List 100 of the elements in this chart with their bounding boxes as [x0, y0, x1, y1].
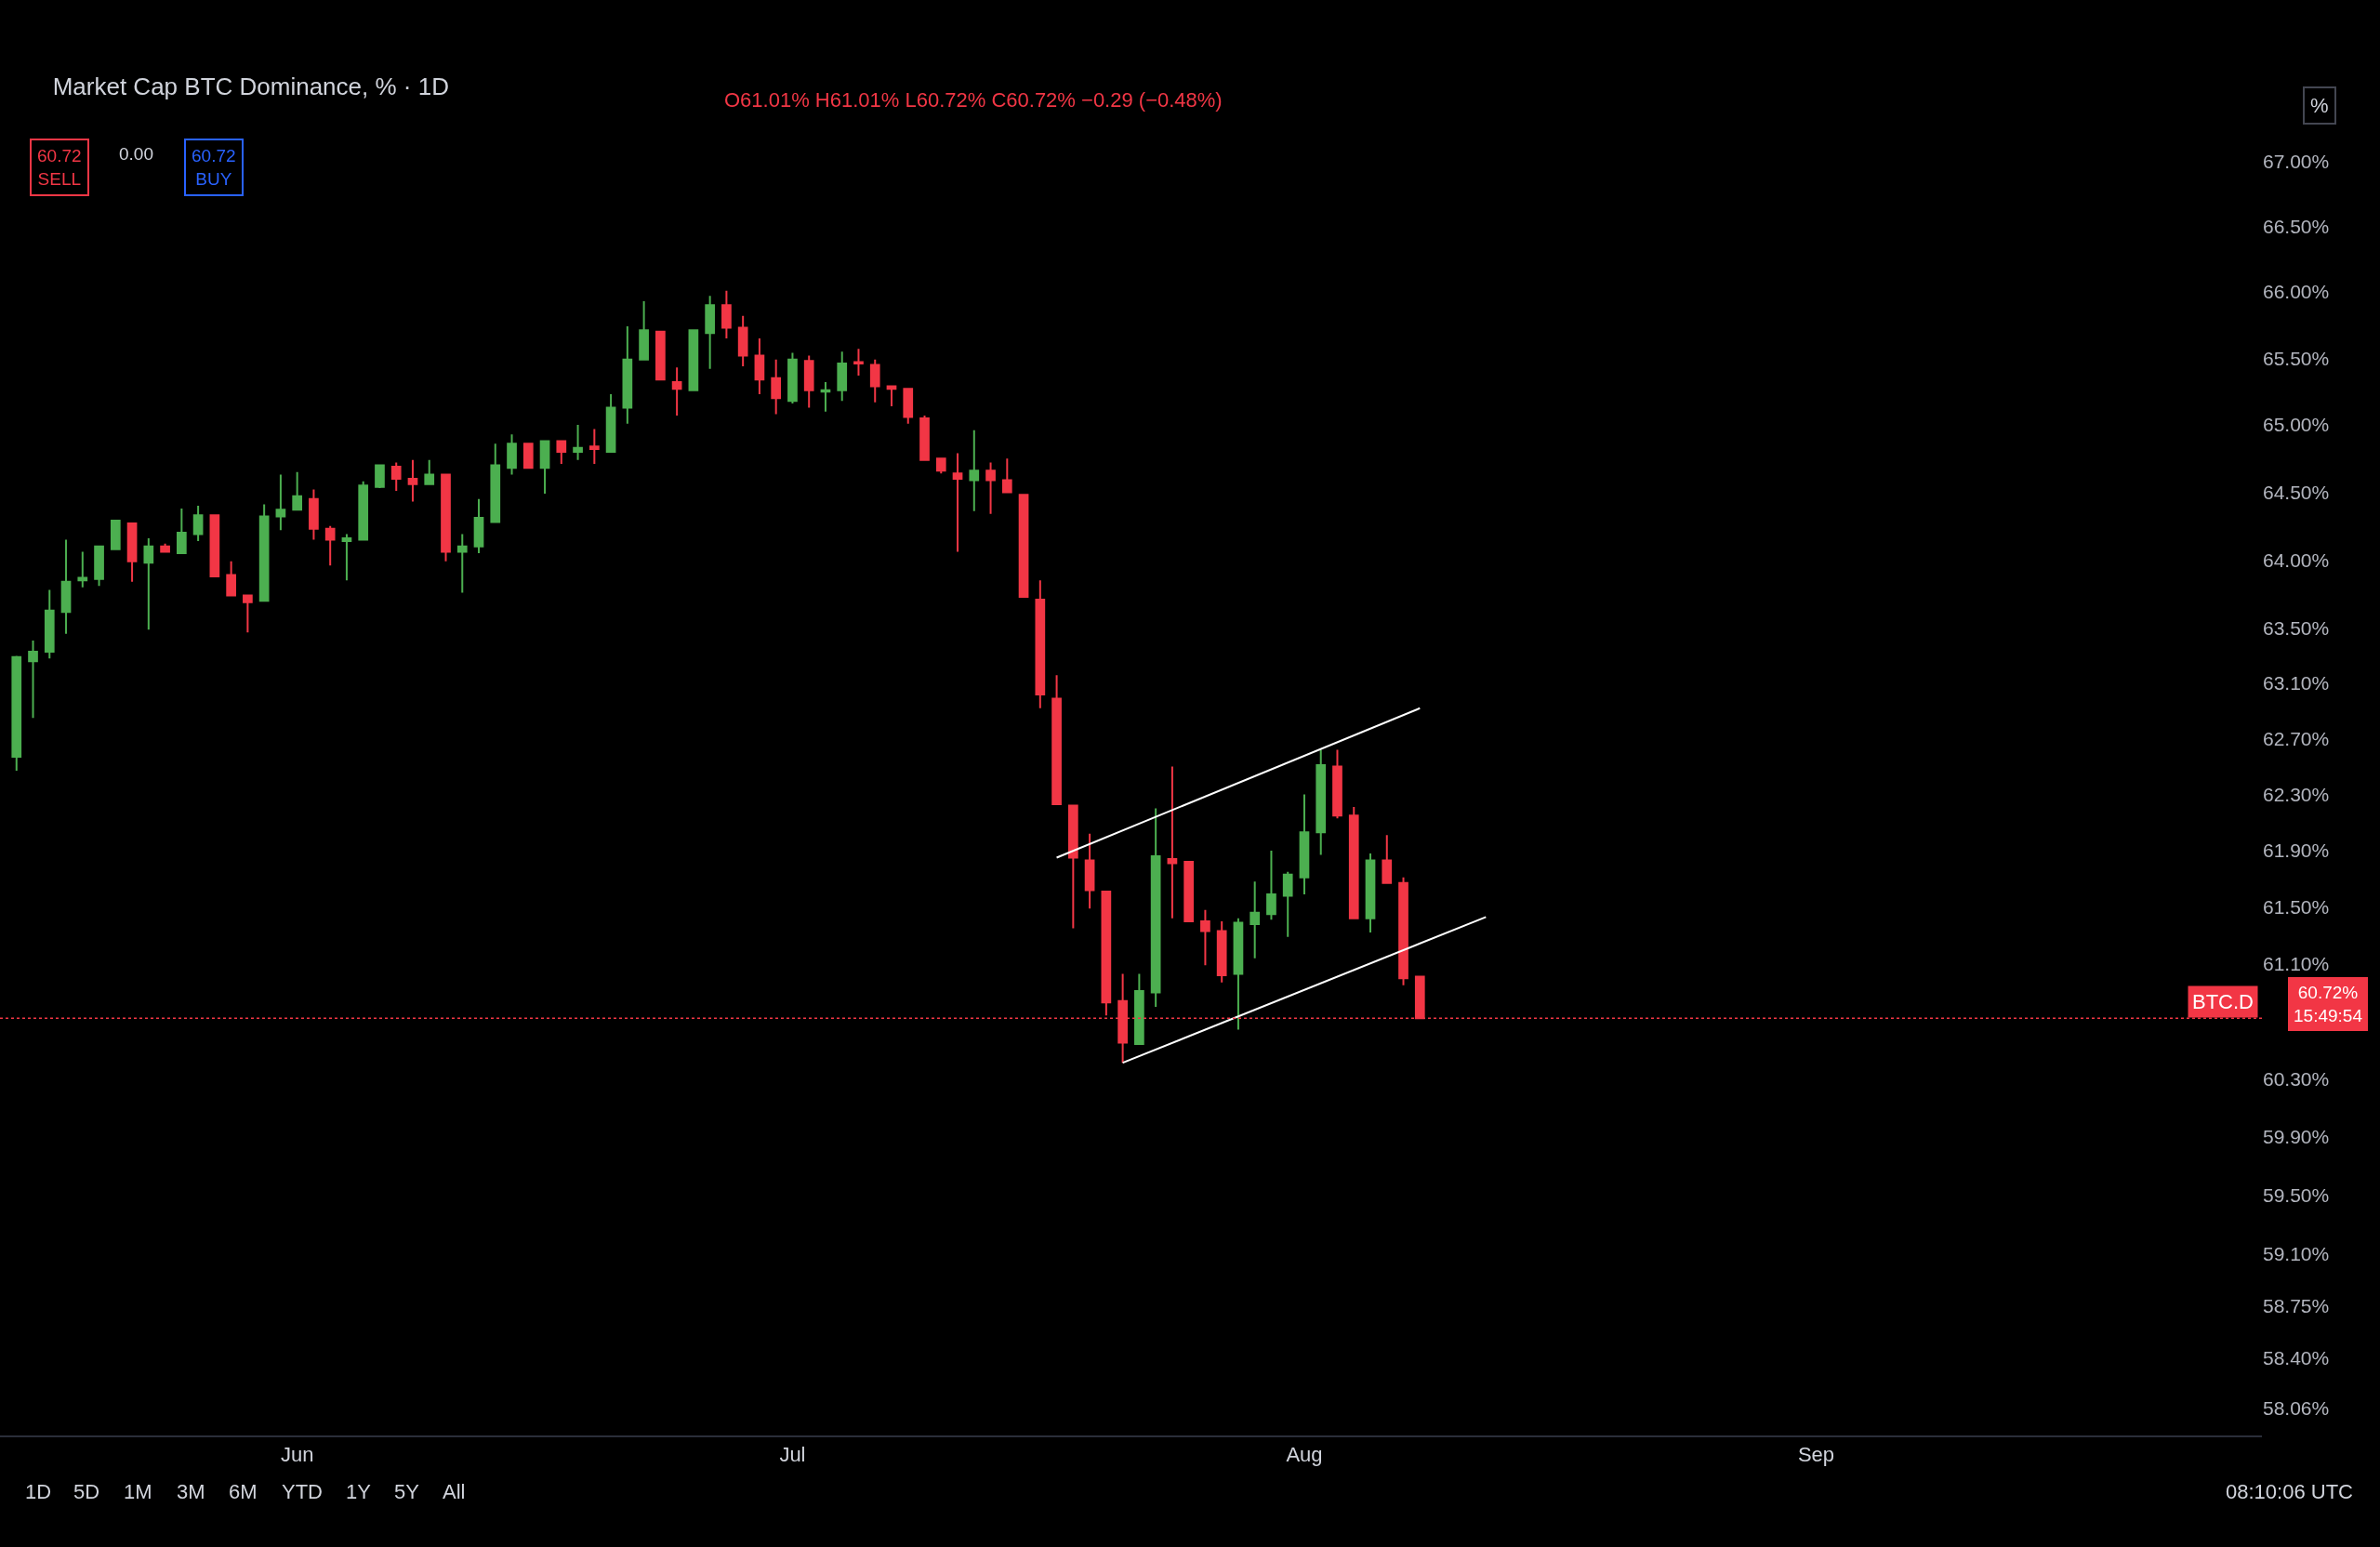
candlestick	[1316, 748, 1327, 856]
candlestick	[473, 497, 484, 555]
y-tick-label: 62.70%	[2263, 727, 2330, 749]
candlestick	[721, 289, 732, 339]
candlestick	[1084, 832, 1095, 910]
text: 60.72% 15:49:54	[2294, 983, 2363, 1025]
candlestick	[1398, 876, 1408, 986]
candlestick	[375, 464, 385, 490]
candlestick	[60, 538, 72, 635]
text: 6M	[229, 1480, 258, 1503]
candlestick	[655, 330, 666, 381]
annotation: 0.00	[119, 144, 153, 164]
candlestick	[126, 522, 138, 583]
y-tick-label: 65.00%	[2263, 414, 2330, 436]
text: 1M	[124, 1480, 152, 1503]
candlestick	[77, 550, 88, 588]
candlestick	[1018, 494, 1029, 598]
candlestick	[390, 461, 402, 492]
y-tick-label: 59.10%	[2263, 1242, 2330, 1264]
candlestick	[341, 533, 352, 582]
candlestick	[771, 358, 782, 416]
text: 5Y	[394, 1480, 420, 1503]
candlestick	[919, 415, 930, 461]
candlestick	[539, 440, 550, 495]
annotation: 60.72 BUY	[192, 146, 236, 189]
candlestick	[522, 443, 534, 469]
candlestick	[226, 560, 236, 597]
y-tick-label: 63.50%	[2263, 617, 2330, 640]
candlestick	[820, 381, 831, 413]
text: 3M	[177, 1480, 205, 1503]
x-tick-label: Sep	[1797, 1443, 1835, 1467]
candlestick	[358, 480, 369, 541]
y-tick-label: 62.30%	[2263, 783, 2330, 805]
text: YTD	[282, 1480, 323, 1503]
y-tick-label: 65.50%	[2263, 347, 2330, 369]
candlestick	[639, 300, 649, 361]
candlestick	[309, 488, 319, 541]
candlestick	[1332, 748, 1342, 820]
candlestick	[1250, 880, 1261, 959]
candlestick	[671, 366, 682, 417]
candlestick	[556, 440, 567, 465]
candlestick	[490, 443, 501, 523]
candlestick	[588, 428, 600, 465]
candlestick	[803, 354, 814, 409]
candlestick	[1216, 919, 1227, 984]
text: 1D	[25, 1480, 52, 1503]
candlestick	[688, 329, 699, 391]
candlestick	[1051, 674, 1062, 806]
candlestick	[456, 533, 468, 594]
candlestick	[1134, 972, 1144, 1046]
candlestick	[110, 519, 121, 550]
x-tick-label: Aug	[1286, 1443, 1323, 1467]
y-tick-label: 66.00%	[2263, 281, 2330, 303]
candlestick	[1167, 765, 1178, 919]
candlestick	[292, 470, 303, 511]
candlestick	[1299, 793, 1310, 895]
candlestick	[507, 433, 517, 476]
candlestick	[1365, 852, 1376, 934]
y-tick-label: 58.06%	[2263, 1397, 2330, 1420]
candlestick	[1183, 861, 1195, 922]
annotation: 60.72 SELL	[37, 146, 82, 189]
y-tick-label: 66.50%	[2263, 215, 2330, 237]
y-tick-label: 60.30%	[2263, 1067, 2330, 1090]
candlestick	[324, 524, 336, 567]
x-tick-label: Jul	[779, 1443, 806, 1467]
candlestick	[1001, 457, 1012, 494]
candlestick	[44, 588, 55, 660]
candlestick	[1150, 807, 1161, 1008]
candlestick	[754, 337, 765, 395]
candlestick	[28, 640, 38, 720]
candlestick	[787, 351, 798, 405]
candlestick	[94, 545, 104, 588]
candlestick	[837, 350, 848, 403]
candlestick	[737, 314, 748, 367]
candlestick	[935, 457, 946, 475]
candlestick	[903, 388, 914, 425]
y-tick-label: 61.90%	[2263, 840, 2330, 862]
candlestick	[11, 654, 22, 773]
candlestick	[407, 458, 418, 503]
candlestick	[1233, 917, 1244, 1031]
text: 5D	[73, 1480, 100, 1503]
text: O61.01% H61.01% L60.72% C60.72% −0.29 (−0.48%)	[724, 88, 1223, 112]
text: All	[443, 1480, 466, 1503]
text: 1Y	[346, 1480, 372, 1503]
candlestick	[1067, 804, 1078, 930]
candlestick	[705, 295, 715, 370]
candlestick	[573, 424, 583, 461]
candlestick	[1035, 579, 1046, 709]
candlestick	[969, 429, 980, 512]
candlestick	[424, 458, 435, 485]
y-tick-label: 63.10%	[2263, 672, 2330, 694]
candlestick	[275, 473, 286, 532]
candlestick	[1101, 890, 1112, 1017]
candlestick	[1282, 870, 1293, 938]
y-tick-label: 58.75%	[2263, 1294, 2330, 1316]
candlestick	[258, 503, 270, 602]
candlestick	[160, 542, 170, 553]
text: 08:10:06 UTC	[2226, 1480, 2354, 1503]
candlestick	[243, 594, 253, 634]
candlestick	[985, 461, 996, 515]
